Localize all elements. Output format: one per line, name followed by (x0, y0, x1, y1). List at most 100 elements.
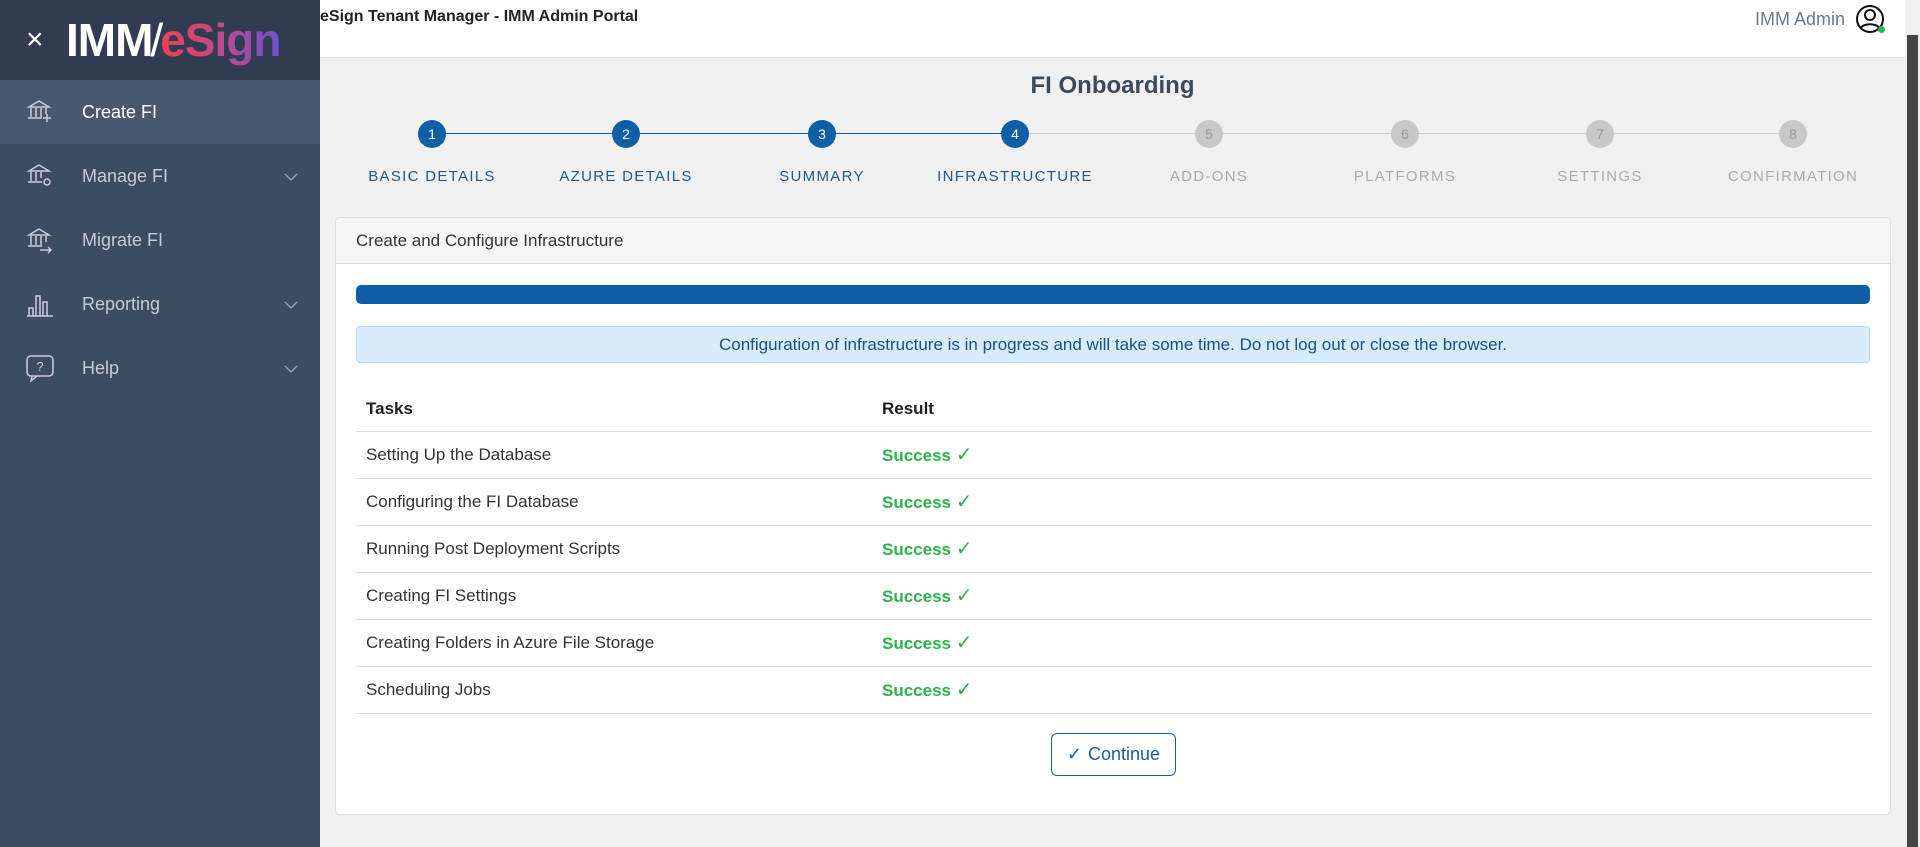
chevron-down-icon[interactable] (284, 166, 298, 187)
step-connector (626, 133, 822, 134)
task-name: Running Post Deployment Scripts (356, 525, 872, 573)
check-icon: ✓ (955, 538, 973, 560)
stepper: 1 BASIC DETAILS 2 AZURE DETAILS 3 SUMMARY 4 INF… (320, 120, 1905, 200)
logo-esign: eSign (160, 14, 281, 66)
col-result: Result (872, 388, 1872, 432)
check-icon: ✓ (955, 679, 973, 701)
user-avatar-icon[interactable] (1855, 4, 1885, 34)
step-add-ons[interactable]: 5 ADD-ONS (1109, 120, 1309, 185)
online-status-dot (1878, 26, 1885, 33)
table-row: Creating FI Settings Success ✓ (356, 572, 1872, 620)
step-number: 2 (612, 120, 640, 148)
bank-arrow-icon (26, 226, 82, 254)
table-row: Creating Folders in Azure File Storage Su… (356, 619, 1872, 667)
check-icon: ✓ (955, 632, 973, 654)
sidebar-item-label: Reporting (82, 293, 161, 314)
table-row: Setting Up the Database Success ✓ (356, 431, 1872, 479)
info-alert: Configuration of infrastructure is in pr… (356, 326, 1870, 363)
scrollbar[interactable] (1905, 0, 1920, 847)
sidebar-item-create-fi[interactable]: Create FI (0, 80, 320, 144)
task-name: Configuring the FI Database (356, 478, 872, 526)
step-connector (822, 133, 1015, 134)
sidebar-item-label: Manage FI (82, 165, 169, 186)
logo-slash: / (150, 14, 163, 66)
step-settings[interactable]: 7 SETTINGS (1500, 120, 1700, 185)
page-title: FI Onboarding (1030, 72, 1195, 99)
brand-bar: × IMM / eSign (0, 0, 320, 80)
close-icon[interactable]: × (26, 23, 44, 56)
result-text: Success (882, 634, 951, 653)
step-connector (432, 133, 626, 134)
step-number: 8 (1779, 120, 1807, 148)
sidebar-item-help[interactable]: ? Help (0, 336, 320, 400)
step-basic-details[interactable]: 1 BASIC DETAILS (332, 120, 532, 185)
step-connector (1600, 133, 1793, 134)
help-bubble-icon: ? (26, 354, 82, 382)
table-row: Scheduling Jobs Success ✓ (356, 666, 1872, 714)
step-label: PLATFORMS (1353, 168, 1457, 185)
step-confirmation[interactable]: 8 CONFIRMATION (1693, 120, 1893, 185)
result-text: Success (882, 681, 951, 700)
continue-button[interactable]: ✓ Continue (1051, 733, 1176, 776)
step-number: 6 (1391, 120, 1419, 148)
chevron-down-icon[interactable] (284, 358, 298, 379)
sidebar-item-migrate-fi[interactable]: Migrate FI (0, 208, 320, 272)
task-result: Success ✓ (872, 619, 1872, 667)
check-icon: ✓ (955, 585, 973, 607)
scrollbar-thumb[interactable] (1907, 35, 1918, 847)
table-row: Configuring the FI Database Success ✓ (356, 478, 1872, 526)
task-name: Creating FI Settings (356, 572, 872, 620)
task-name: Scheduling Jobs (356, 666, 872, 714)
step-azure-details[interactable]: 2 AZURE DETAILS (526, 120, 726, 185)
step-label: BASIC DETAILS (368, 168, 496, 185)
task-result: Success ✓ (872, 572, 1872, 620)
sidebar-item-label: Help (82, 357, 120, 378)
continue-label: Continue (1088, 744, 1161, 764)
task-result: Success ✓ (872, 666, 1872, 714)
step-label: AZURE DETAILS (559, 168, 693, 185)
step-label: ADD-ONS (1169, 168, 1249, 185)
svg-text:?: ? (36, 359, 43, 374)
step-label: SETTINGS (1557, 168, 1643, 185)
user-menu[interactable]: IMM Admin (1755, 4, 1885, 34)
progress-bar (356, 285, 1870, 304)
step-infrastructure[interactable]: 4 INFRASTRUCTURE (915, 120, 1115, 185)
bank-gear-icon (26, 162, 82, 190)
step-connector (1405, 133, 1600, 134)
bank-plus-icon (26, 98, 82, 126)
main-content: FI Onboarding 1 BASIC DETAILS 2 AZURE DETAI… (320, 58, 1905, 847)
step-platforms[interactable]: 6 PLATFORMS (1305, 120, 1505, 185)
step-summary[interactable]: 3 SUMMARY (722, 120, 922, 185)
app-title: eSign Tenant Manager - IMM Admin Portal (320, 8, 639, 25)
logo-imm: IMM (66, 14, 153, 66)
step-number: 7 (1586, 120, 1614, 148)
table-row: Running Post Deployment Scripts Success ✓ (356, 525, 1872, 573)
check-icon: ✓ (955, 491, 973, 513)
sidebar-item-reporting[interactable]: Reporting (0, 272, 320, 336)
step-connector (1015, 133, 1209, 134)
step-connector (1209, 133, 1405, 134)
bar-chart-icon (26, 290, 82, 318)
sidebar-item-label: Create FI (82, 101, 158, 122)
logo: IMM / eSign (66, 13, 281, 67)
step-label: INFRASTRUCTURE (937, 168, 1093, 185)
infrastructure-card: Create and Configure Infrastructure Conf… (335, 217, 1891, 815)
step-number: 3 (808, 120, 836, 148)
task-result: Success ✓ (872, 478, 1872, 526)
chevron-down-icon[interactable] (284, 294, 298, 315)
result-text: Success (882, 540, 951, 559)
check-icon: ✓ (955, 444, 973, 466)
step-label: SUMMARY (779, 168, 865, 185)
step-number: 4 (1001, 120, 1029, 148)
result-text: Success (882, 587, 951, 606)
sidebar-item-manage-fi[interactable]: Manage FI (0, 144, 320, 208)
task-result: Success ✓ (872, 431, 1872, 479)
step-label: CONFIRMATION (1727, 168, 1859, 185)
top-header: eSign Tenant Manager - IMM Admin Portal … (320, 0, 1905, 58)
result-text: Success (882, 493, 951, 512)
task-result: Success ✓ (872, 525, 1872, 573)
card-title: Create and Configure Infrastructure (336, 218, 1890, 264)
step-number: 5 (1195, 120, 1223, 148)
tasks-table: Tasks Result Setting Up the Database Succe… (356, 388, 1872, 714)
col-tasks: Tasks (356, 388, 872, 432)
